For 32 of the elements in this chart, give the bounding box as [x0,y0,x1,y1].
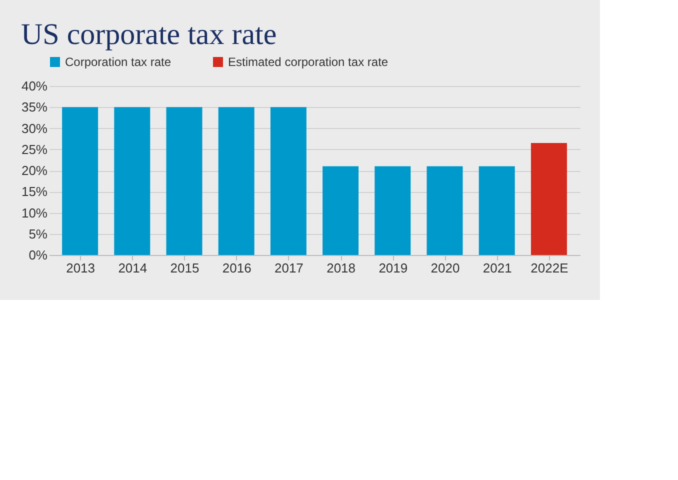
bar [426,166,463,255]
y-tick-label: 35% [21,100,48,115]
bar [62,107,98,255]
bar [166,107,202,255]
x-tick-label: 2022E [530,260,569,276]
legend-label: Estimated corporation tax rate [228,55,388,69]
x-tick-label: 2017 [274,260,304,276]
x-tick-label: 2013 [66,260,96,276]
chart-title: US corporate tax rate [20,18,277,51]
y-tick-label: 40% [21,78,48,94]
bar [530,143,567,255]
bar [478,166,515,255]
x-tick-label: 2019 [378,260,408,276]
x-tick-label: 2020 [430,260,460,276]
bar [218,107,254,255]
y-tick-label: 5% [28,226,48,242]
bar [322,166,359,255]
y-tick-label: 25% [21,142,48,157]
bar [374,166,411,255]
x-tick-label: 2021 [482,260,512,276]
x-tick-label: 2015 [170,260,200,276]
y-tick-label: 15% [21,184,48,200]
bar [114,107,150,255]
bar [270,107,306,255]
y-tick-label: 0% [28,248,48,262]
legend-label: Corporation tax rate [65,55,172,69]
x-tick-label: 2016 [222,260,252,276]
x-tick-label: 2014 [118,260,148,276]
y-tick-label: 20% [21,163,48,178]
y-tick-label: 30% [21,120,48,136]
y-tick-label: 10% [21,205,48,220]
x-tick-label: 2018 [326,260,356,276]
